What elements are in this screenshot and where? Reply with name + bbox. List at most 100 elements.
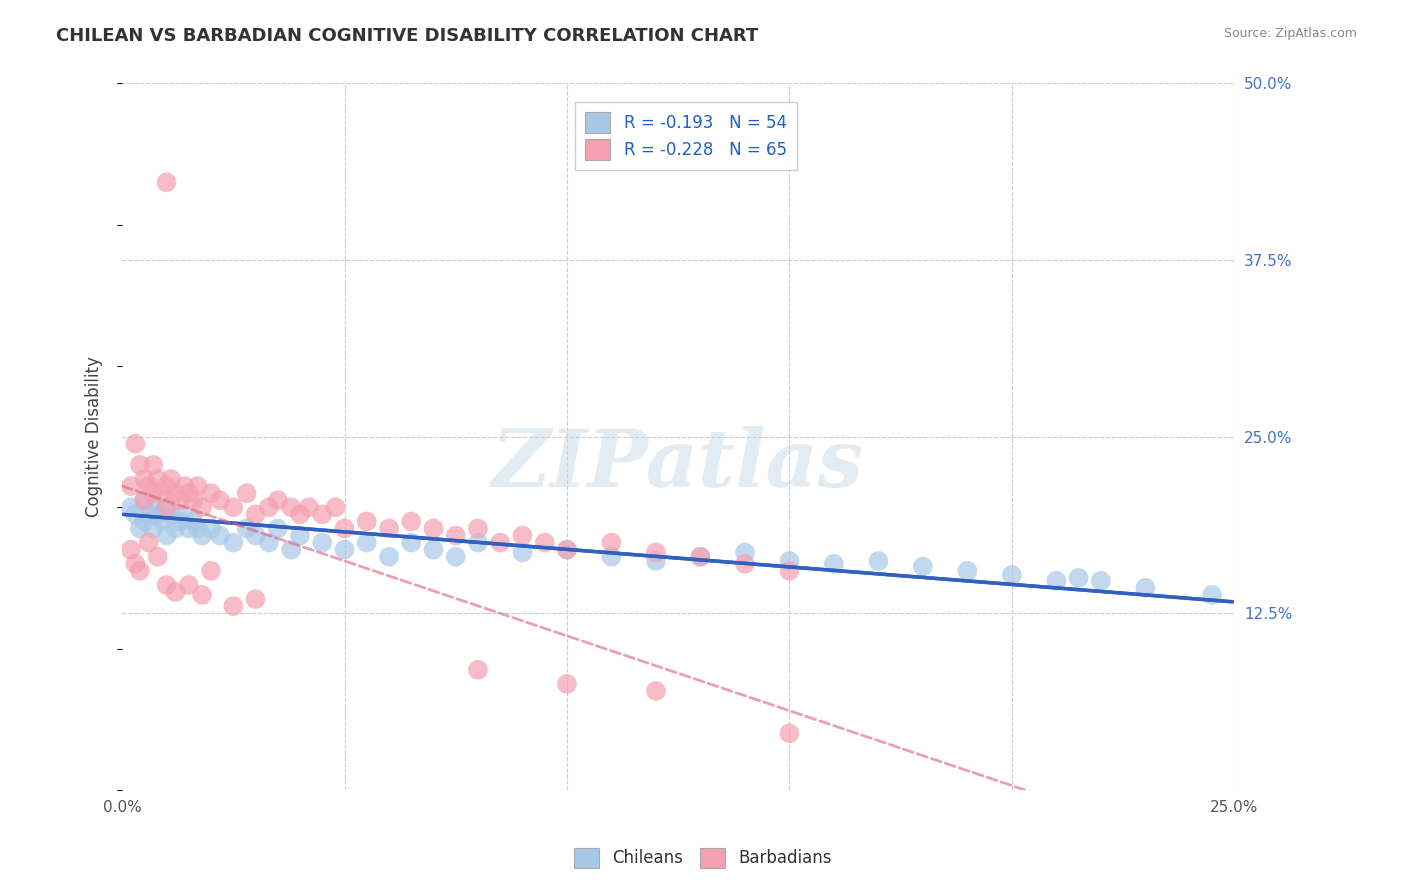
Point [257, 535, 280, 549]
Point [868, 554, 890, 568]
Point [734, 557, 756, 571]
Point [311, 508, 333, 522]
Point [134, 472, 156, 486]
Point [134, 493, 156, 508]
Point [245, 528, 267, 542]
Point [333, 542, 356, 557]
Point [222, 500, 245, 515]
Point [378, 549, 401, 564]
Point [155, 500, 177, 515]
Point [1201, 588, 1223, 602]
Point [512, 545, 534, 559]
Point [356, 535, 378, 549]
Point [142, 521, 165, 535]
Point [467, 663, 489, 677]
Point [645, 545, 668, 559]
Point [267, 521, 290, 535]
Point [311, 535, 333, 549]
Point [689, 549, 711, 564]
Point [177, 486, 200, 500]
Text: ZIPatlas: ZIPatlas [492, 426, 865, 504]
Point [155, 500, 177, 515]
Point [467, 521, 489, 535]
Point [200, 486, 222, 500]
Point [298, 500, 321, 515]
Point [235, 521, 257, 535]
Point [778, 726, 800, 740]
Legend: R = -0.193   N = 54, R = -0.228   N = 65: R = -0.193 N = 54, R = -0.228 N = 65 [575, 103, 797, 169]
Point [177, 578, 200, 592]
Point [200, 564, 222, 578]
Point [378, 521, 401, 535]
Point [467, 535, 489, 549]
Point [823, 557, 845, 571]
Point [124, 436, 146, 450]
Point [222, 599, 245, 614]
Point [173, 508, 195, 522]
Point [533, 535, 555, 549]
Point [181, 515, 204, 529]
Point [734, 545, 756, 559]
Point [138, 479, 160, 493]
Point [444, 528, 467, 542]
Point [165, 521, 187, 535]
Point [356, 515, 378, 529]
Legend: Chileans, Barbadians: Chileans, Barbadians [568, 841, 838, 875]
Point [155, 175, 177, 189]
Text: Source: ZipAtlas.com: Source: ZipAtlas.com [1223, 27, 1357, 40]
Point [600, 535, 623, 549]
Point [134, 493, 156, 508]
Point [177, 521, 200, 535]
Point [600, 549, 623, 564]
Point [245, 592, 267, 607]
Y-axis label: Cognitive Disability: Cognitive Disability [86, 356, 103, 517]
Point [555, 677, 578, 691]
Point [422, 542, 444, 557]
Point [165, 486, 187, 500]
Point [124, 557, 146, 571]
Point [160, 508, 183, 522]
Point [280, 500, 302, 515]
Point [128, 521, 150, 535]
Point [160, 472, 183, 486]
Point [155, 528, 177, 542]
Point [173, 479, 195, 493]
Point [142, 500, 165, 515]
Point [956, 564, 979, 578]
Point [191, 528, 214, 542]
Point [191, 588, 214, 602]
Point [150, 486, 173, 500]
Point [124, 508, 146, 522]
Point [187, 479, 209, 493]
Point [645, 554, 668, 568]
Point [267, 493, 290, 508]
Point [778, 564, 800, 578]
Point [191, 500, 214, 515]
Point [138, 535, 160, 549]
Point [142, 458, 165, 472]
Point [169, 515, 191, 529]
Point [288, 528, 311, 542]
Point [134, 515, 156, 529]
Point [280, 542, 302, 557]
Point [555, 542, 578, 557]
Text: CHILEAN VS BARBADIAN COGNITIVE DISABILITY CORRELATION CHART: CHILEAN VS BARBADIAN COGNITIVE DISABILIT… [56, 27, 758, 45]
Point [200, 521, 222, 535]
Point [1090, 574, 1112, 588]
Point [444, 549, 467, 564]
Point [208, 493, 231, 508]
Point [1001, 568, 1024, 582]
Point [165, 585, 187, 599]
Point [911, 559, 934, 574]
Point [155, 479, 177, 493]
Point [155, 578, 177, 592]
Point [333, 521, 356, 535]
Point [288, 508, 311, 522]
Point [645, 684, 668, 698]
Point [778, 554, 800, 568]
Point [245, 508, 267, 522]
Point [150, 515, 173, 529]
Point [399, 515, 422, 529]
Point [128, 458, 150, 472]
Point [489, 535, 512, 549]
